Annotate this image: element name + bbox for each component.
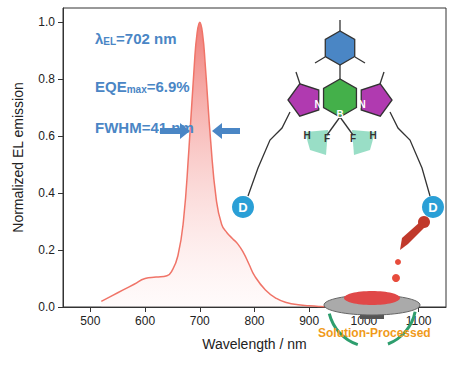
svg-text:Normalized EL emission: Normalized EL emission bbox=[10, 82, 26, 232]
svg-text:=702 nm: =702 nm bbox=[116, 30, 176, 47]
svg-text:900: 900 bbox=[299, 314, 319, 328]
svg-text:F: F bbox=[350, 133, 356, 144]
svg-text:max: max bbox=[127, 84, 147, 95]
svg-text:800: 800 bbox=[244, 314, 264, 328]
svg-text:0.0: 0.0 bbox=[38, 300, 55, 314]
svg-text:EQE: EQE bbox=[95, 78, 127, 95]
svg-text:=6.9%: =6.9% bbox=[147, 78, 190, 95]
svg-text:600: 600 bbox=[135, 314, 155, 328]
svg-text:500: 500 bbox=[80, 314, 100, 328]
svg-text:EL: EL bbox=[103, 36, 116, 47]
svg-text:B: B bbox=[336, 109, 343, 120]
svg-text:0.8: 0.8 bbox=[38, 72, 55, 86]
svg-text:F: F bbox=[324, 133, 330, 144]
svg-text:D: D bbox=[428, 200, 437, 215]
svg-text:Solution-Processed: Solution-Processed bbox=[318, 326, 431, 340]
svg-text:0.6: 0.6 bbox=[38, 129, 55, 143]
svg-text:FWHM=41 nm: FWHM=41 nm bbox=[95, 119, 194, 136]
svg-text:700: 700 bbox=[190, 314, 210, 328]
svg-text:H: H bbox=[369, 130, 376, 141]
svg-text:1.0: 1.0 bbox=[38, 15, 55, 29]
svg-text:0.4: 0.4 bbox=[38, 186, 55, 200]
svg-text:0.2: 0.2 bbox=[38, 243, 55, 257]
svg-text:N: N bbox=[314, 99, 321, 110]
svg-text:D: D bbox=[238, 200, 247, 215]
svg-text:1100: 1100 bbox=[405, 314, 432, 328]
svg-text:λ: λ bbox=[95, 30, 104, 47]
svg-text:Wavelength / nm: Wavelength / nm bbox=[202, 336, 307, 352]
svg-text:N: N bbox=[358, 99, 365, 110]
svg-text:H: H bbox=[303, 130, 310, 141]
